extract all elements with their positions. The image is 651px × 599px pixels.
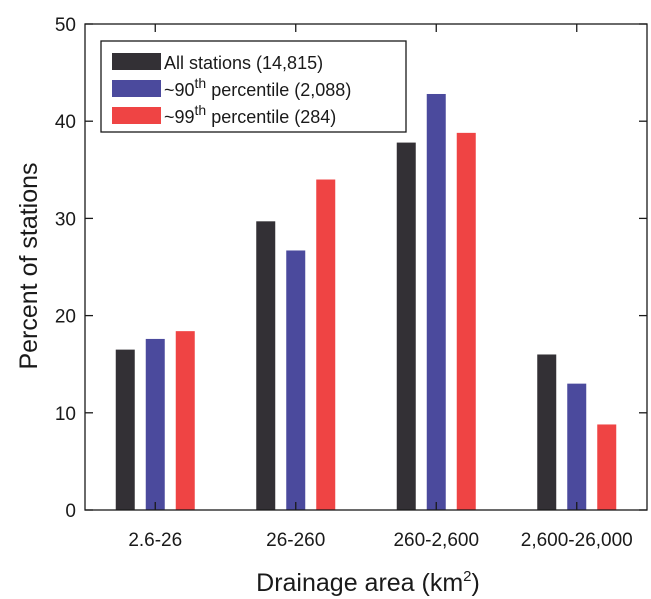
x-tick-label-2: 260-2,600: [393, 530, 479, 551]
y-tick-label-0: 0: [65, 501, 76, 522]
y-tick-label-2: 20: [55, 307, 76, 328]
bar-3-2: [316, 179, 336, 510]
bars-layer: [115, 93, 617, 511]
bar-2-1: [145, 338, 165, 510]
legend-label-3: ~99th percentile (284): [164, 102, 336, 127]
bar-3-3: [456, 132, 476, 510]
bar-2-3: [426, 93, 446, 510]
legend: All stations (14,815)~90th percentile (2…: [100, 40, 407, 133]
bar-1-4: [537, 354, 557, 510]
y-tick-label-4: 40: [55, 112, 76, 133]
y-tick-label-1: 10: [55, 404, 76, 425]
x-tick-label-1: 26-260: [266, 530, 325, 551]
legend-label-2: ~90th percentile (2,088): [164, 75, 351, 100]
bar-2-4: [567, 383, 587, 510]
x-tick-label-0: 2.6-26: [128, 530, 182, 551]
bar-2-2: [286, 250, 306, 510]
x-axis-title: Drainage area (km2): [256, 568, 480, 597]
bar-1-3: [396, 142, 416, 511]
y-tick-label-5: 50: [55, 15, 76, 36]
plot-frame: [84, 23, 648, 511]
bar-3-1: [175, 331, 195, 510]
y-axis-title: Percent of stations: [15, 162, 43, 369]
bar-1-1: [115, 349, 135, 510]
legend-swatch-2: [112, 80, 161, 97]
legend-swatch-1: [112, 53, 161, 70]
bar-1-2: [256, 221, 276, 511]
bar-3-4: [597, 424, 617, 510]
x-tick-label-3: 2,600-26,000: [521, 530, 633, 551]
y-tick-label-3: 30: [55, 209, 76, 230]
legend-label-1: All stations (14,815): [164, 53, 323, 73]
legend-swatch-3: [112, 107, 161, 124]
axes-layer: 0 10 20 30 40 50 2.6-26 26-260 260-2,600 2,600-26…: [55, 15, 648, 551]
